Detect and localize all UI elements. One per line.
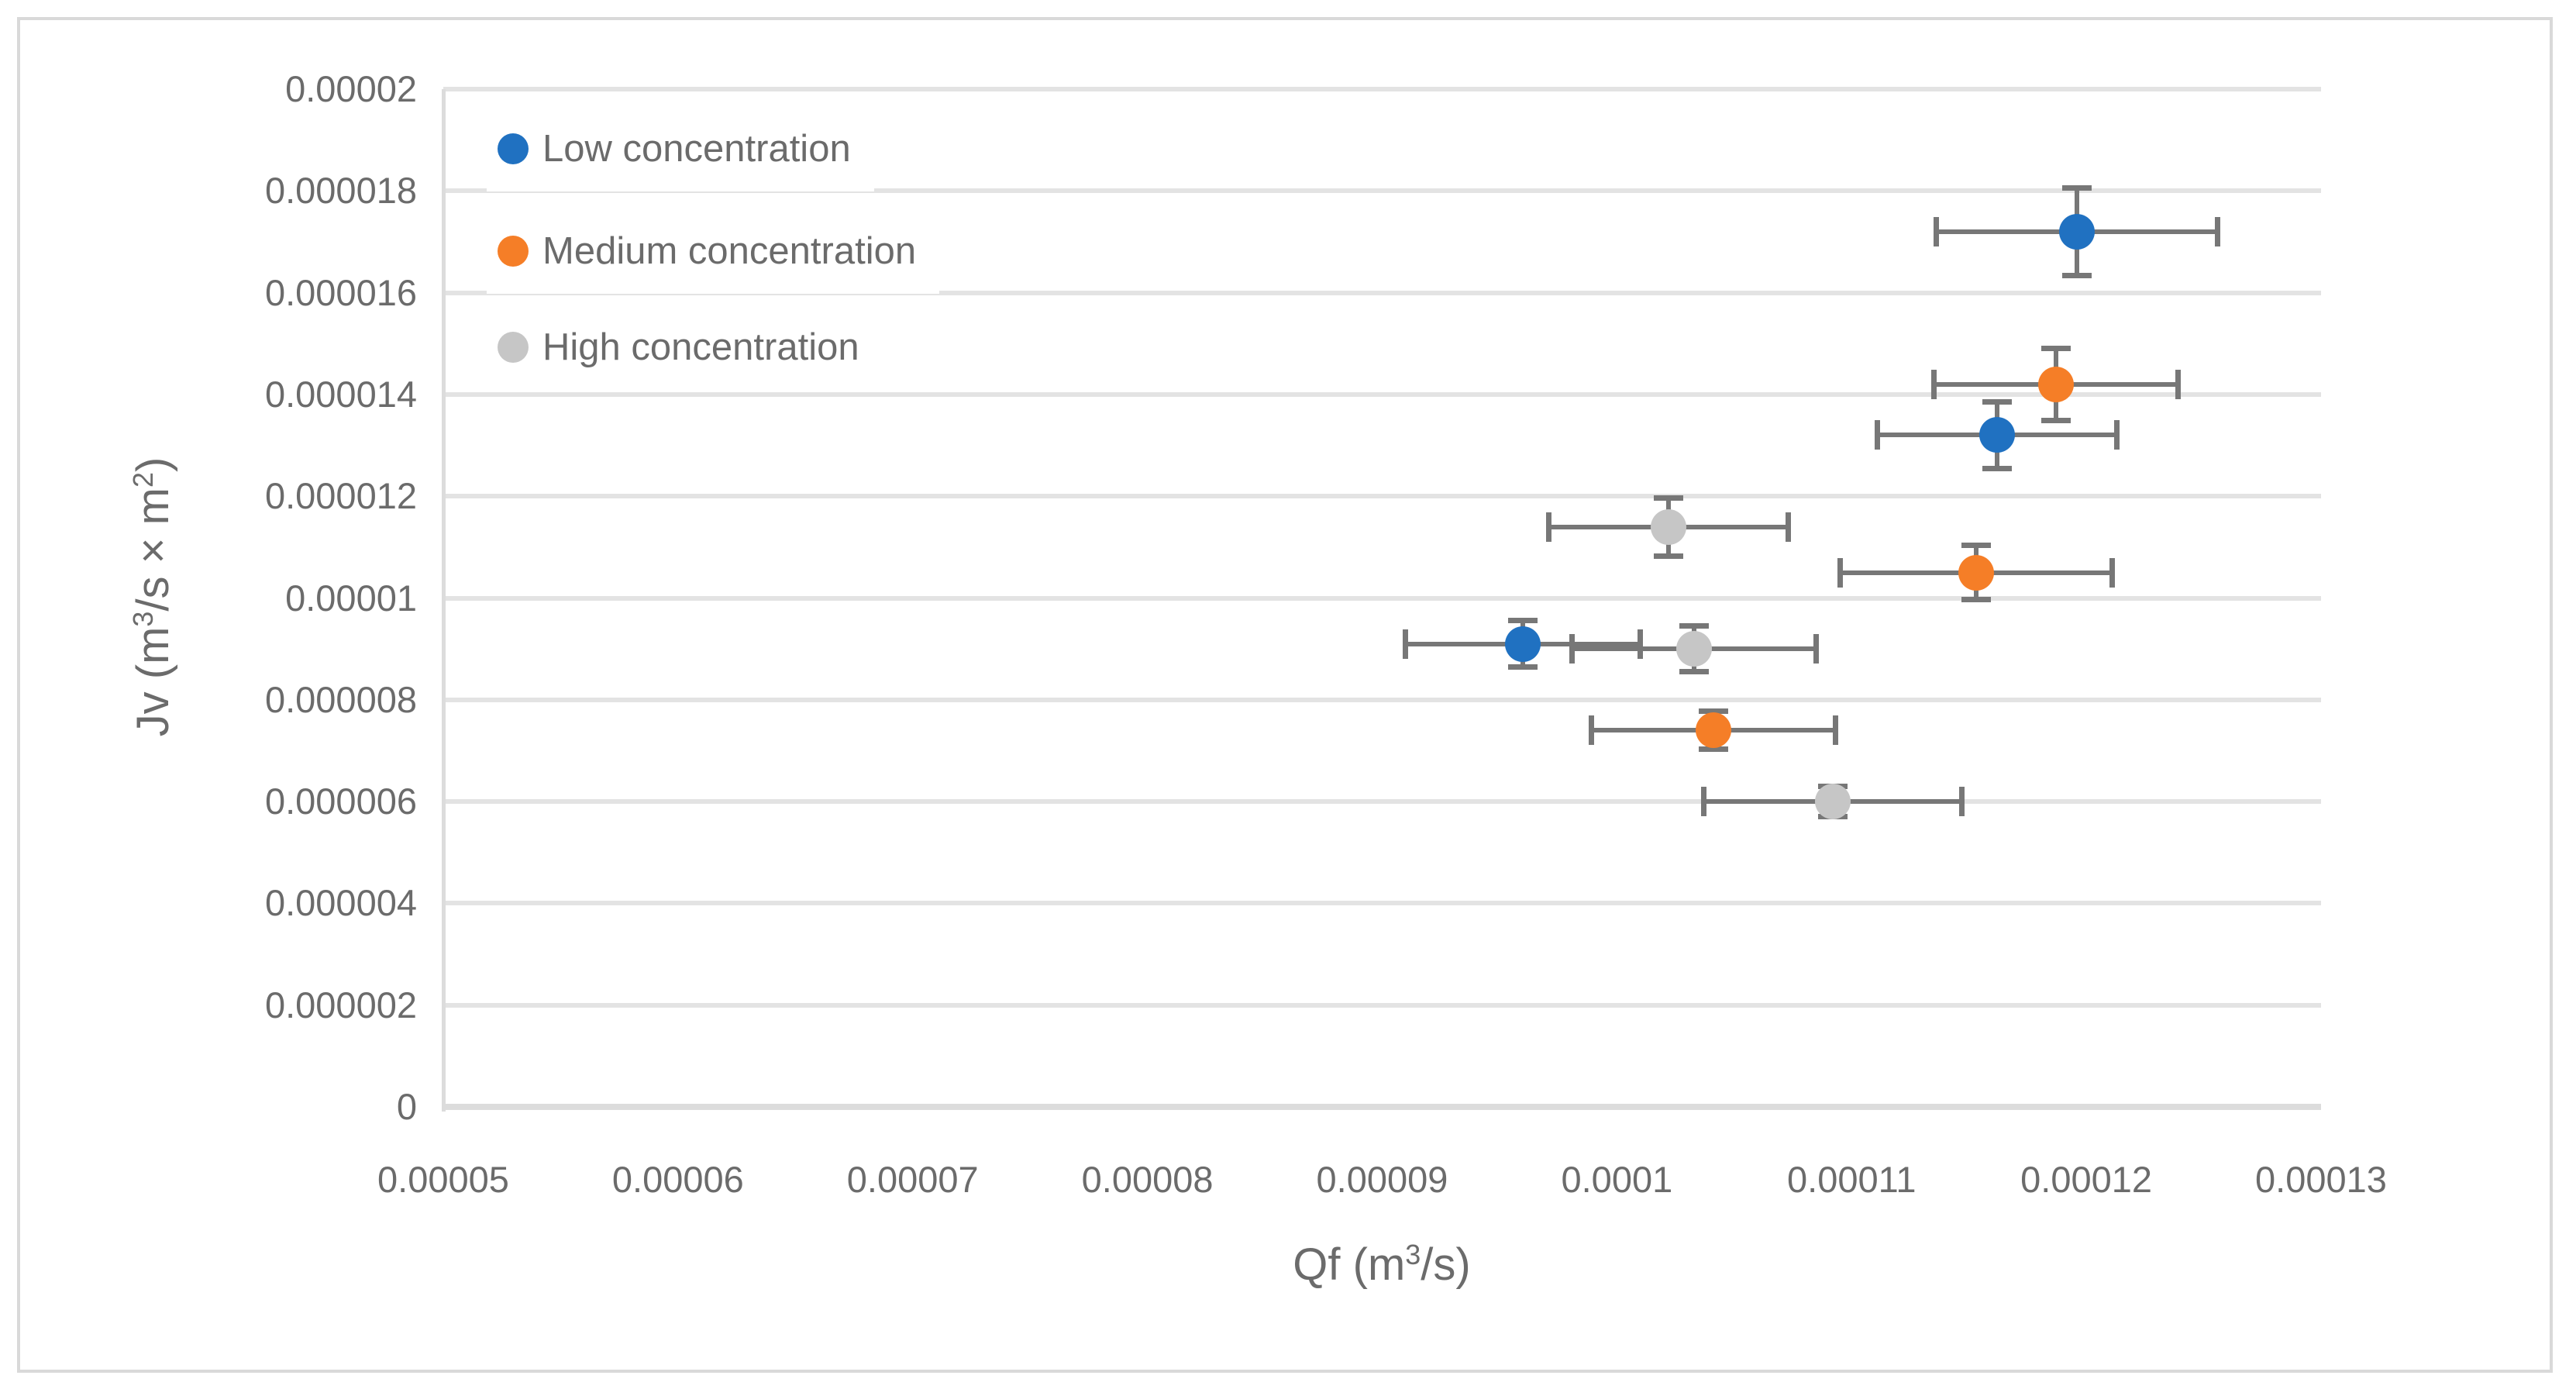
gridline: [443, 494, 2321, 499]
x-error-cap: [1832, 715, 1838, 746]
gridline: [443, 87, 2321, 91]
gridline: [443, 1002, 2321, 1008]
chart-frame: [17, 17, 2553, 1373]
x-error-cap: [1837, 557, 1843, 588]
gridline: [443, 188, 2321, 194]
y-error-cap: [1961, 596, 1991, 602]
y-error-cap: [1698, 746, 1728, 752]
legend-item-label: High concentration: [542, 326, 859, 368]
y-error-cap: [1982, 398, 2013, 405]
x-tick-label: 0.00013: [2255, 1159, 2387, 1200]
y-error-cap: [2062, 272, 2092, 278]
data-point[interactable]: [1651, 508, 1686, 545]
y-error-cap: [1654, 495, 1683, 501]
x-tick-label: 0.00012: [2020, 1159, 2153, 1200]
gridline: [443, 799, 2321, 805]
legend-marker-icon: [498, 332, 529, 363]
y-tick-label: 0.000004: [264, 882, 417, 924]
y-tick-label: 0.000018: [264, 170, 417, 212]
x-error-cap: [1403, 629, 1409, 659]
y-error-cap: [1961, 543, 1991, 549]
gridline: [443, 901, 2321, 906]
y-error-cap: [1508, 617, 1538, 623]
x-axis-title: Qf (m3/s): [1293, 1239, 1471, 1290]
x-error-cap: [1700, 787, 1706, 817]
x-error-cap: [1930, 369, 1937, 399]
x-tick-label: 0.0001: [1561, 1159, 1673, 1200]
x-error-cap: [1813, 634, 1820, 664]
y-error-cap: [2062, 184, 2092, 191]
y-tick-label: 0: [396, 1086, 417, 1127]
data-point[interactable]: [1979, 417, 2016, 453]
y-error-cap: [1679, 623, 1710, 629]
data-point[interactable]: [1676, 631, 1713, 667]
x-tick-label: 0.00011: [1787, 1159, 1917, 1200]
data-point[interactable]: [1958, 554, 1994, 591]
y-tick-label: 0.000002: [264, 984, 417, 1025]
legend-marker-icon: [498, 133, 529, 164]
legend-item-label: Medium concentration: [542, 230, 917, 272]
gridline: [443, 697, 2321, 702]
x-axis-line: [443, 1104, 2321, 1110]
y-error-cap: [1654, 553, 1683, 559]
gridline: [443, 290, 2321, 295]
data-point[interactable]: [1505, 626, 1541, 662]
x-tick-label: 0.00007: [846, 1159, 979, 1200]
y-tick-label: 0.000016: [264, 271, 417, 313]
x-error-cap: [1875, 420, 1881, 450]
y-error-cap: [1982, 466, 2013, 472]
y-axis-line: [442, 89, 446, 1112]
x-error-cap: [2113, 420, 2120, 450]
data-point[interactable]: [1815, 784, 1851, 820]
gridline: [443, 391, 2321, 397]
y-tick-label: 0.00001: [285, 577, 417, 619]
legend-item[interactable]: Medium concentration: [487, 209, 940, 294]
x-error-cap: [1933, 216, 1939, 246]
y-error-cap: [2040, 417, 2071, 423]
legend-item[interactable]: High concentration: [487, 305, 883, 390]
x-error-cap: [1959, 787, 1965, 817]
x-error-cap: [1569, 634, 1576, 664]
y-tick-label: 0.000006: [264, 781, 417, 822]
x-tick-label: 0.00008: [1081, 1159, 1214, 1200]
y-error-cap: [1698, 708, 1728, 715]
y-axis-title: Jv (m3/s × m2): [127, 457, 178, 737]
x-error-cap: [2215, 216, 2221, 246]
x-tick-label: 0.00009: [1316, 1159, 1448, 1200]
legend-item-label: Low concentration: [542, 128, 851, 170]
data-point[interactable]: [1695, 712, 1731, 749]
x-error-cap: [1785, 512, 1791, 542]
x-error-cap: [2175, 369, 2181, 399]
data-point[interactable]: [2037, 366, 2074, 402]
x-error-cap: [1638, 629, 1644, 659]
x-error-cap: [1546, 512, 1552, 542]
y-error-cap: [2040, 345, 2071, 351]
data-point[interactable]: [2059, 213, 2095, 250]
y-error-cap: [1508, 664, 1538, 670]
x-tick-label: 0.00006: [611, 1159, 744, 1200]
y-tick-label: 0.00002: [285, 68, 417, 109]
x-tick-label: 0.00005: [377, 1159, 509, 1200]
y-error-cap: [1679, 669, 1710, 675]
legend-marker-icon: [498, 236, 529, 267]
y-tick-label: 0.000008: [264, 678, 417, 720]
y-tick-label: 0.000012: [264, 475, 417, 517]
x-error-cap: [1588, 715, 1594, 746]
y-tick-label: 0.000014: [264, 373, 417, 415]
x-error-cap: [2109, 557, 2115, 588]
gridline: [443, 595, 2321, 601]
legend-item[interactable]: Low concentration: [487, 106, 874, 191]
